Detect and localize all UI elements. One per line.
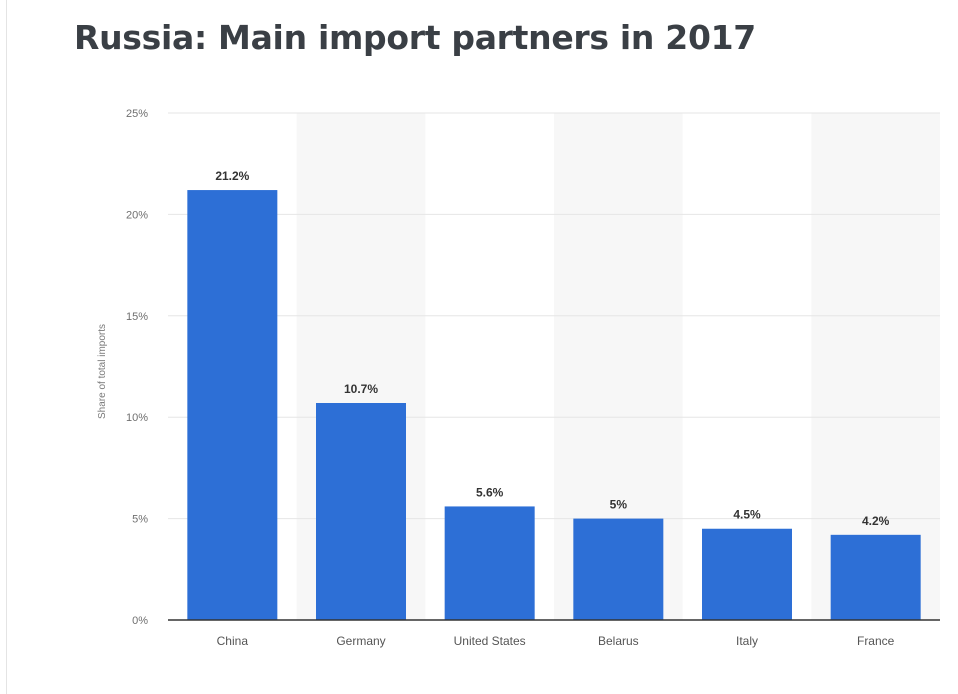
data-label: 5.6% <box>476 485 504 499</box>
bar-china <box>187 190 278 620</box>
chart-title: Russia: Main import partners in 2017 <box>74 18 756 57</box>
gridlines <box>168 112 940 520</box>
y-tick-label: 20% <box>126 209 148 221</box>
y-axis-label: Share of total imports <box>97 324 108 419</box>
bar-germany <box>316 403 406 620</box>
bar-italy <box>702 528 792 620</box>
x-tick-label: Germany <box>336 634 385 648</box>
frame-border <box>6 0 7 694</box>
x-tick-label: France <box>857 634 895 648</box>
bars <box>187 190 921 620</box>
data-label: 10.7% <box>344 382 378 396</box>
y-tick-label: 0% <box>132 615 148 627</box>
y-axis-ticks: 0% 5% 10% 15% 20% 25% <box>126 108 148 627</box>
x-tick-label: Italy <box>736 634 758 648</box>
bar-united-states <box>444 506 535 620</box>
data-label: 5% <box>610 498 628 512</box>
data-label: 4.2% <box>862 514 890 528</box>
bar-france <box>830 534 921 620</box>
y-tick-label: 15% <box>126 311 148 323</box>
bar-belarus <box>573 518 664 620</box>
x-tick-label: United States <box>454 634 526 648</box>
x-axis-ticks: China Germany United States Belarus Italy Fra… <box>217 634 895 648</box>
data-label: 4.5% <box>733 508 761 522</box>
y-tick-label: 5% <box>132 514 148 526</box>
x-tick-label: China <box>217 634 249 648</box>
data-labels: 21.2% 10.7% 5.6% 5% 4.5% 4.2% <box>215 169 889 528</box>
y-tick-label: 25% <box>126 108 148 120</box>
x-tick-label: Belarus <box>598 634 639 648</box>
data-label: 21.2% <box>215 169 249 183</box>
y-tick-label: 10% <box>126 412 148 424</box>
